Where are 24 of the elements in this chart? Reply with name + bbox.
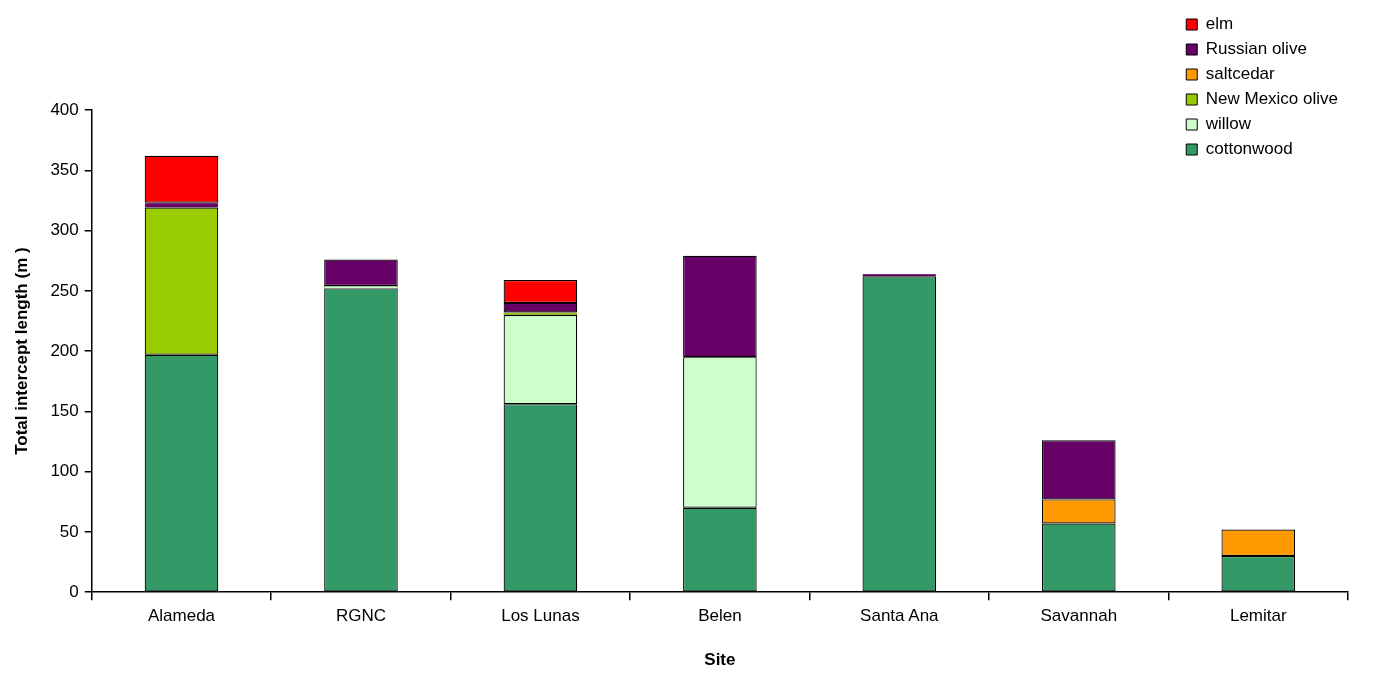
legend-label: willow xyxy=(1204,114,1252,134)
x-tick-label: Los Lunas xyxy=(501,606,580,626)
x-tick-label: Lemitar xyxy=(1229,606,1287,626)
y-tick-label: 350 xyxy=(50,159,79,179)
x-tick-label: Santa Ana xyxy=(860,606,940,626)
y-tick-label: 300 xyxy=(50,220,79,240)
y-tick-label: 100 xyxy=(50,461,79,481)
y-tick-label: 200 xyxy=(50,340,79,360)
y-tick-label: 400 xyxy=(50,99,79,119)
y-tick-label: 0 xyxy=(69,581,79,601)
legend-label: New Mexico olive xyxy=(1205,89,1338,109)
y-tick-label: 250 xyxy=(50,280,79,300)
x-axis-title: Site xyxy=(704,650,736,670)
x-tick-label: Savannah xyxy=(1040,606,1118,626)
legend-label: Russian olive xyxy=(1205,39,1307,59)
y-tick-label: 150 xyxy=(50,401,79,421)
legend-label: saltcedar xyxy=(1205,64,1276,84)
x-tick-label: Alameda xyxy=(147,606,216,626)
x-tick-label: RGNC xyxy=(335,606,386,626)
x-tick-label: Belen xyxy=(698,606,742,626)
y-axis-title: Total intercept length (m ) xyxy=(11,247,31,455)
y-tick-label: 50 xyxy=(59,521,79,541)
legend-label: elm xyxy=(1205,14,1234,34)
legend-label: cottonwood xyxy=(1205,139,1293,159)
